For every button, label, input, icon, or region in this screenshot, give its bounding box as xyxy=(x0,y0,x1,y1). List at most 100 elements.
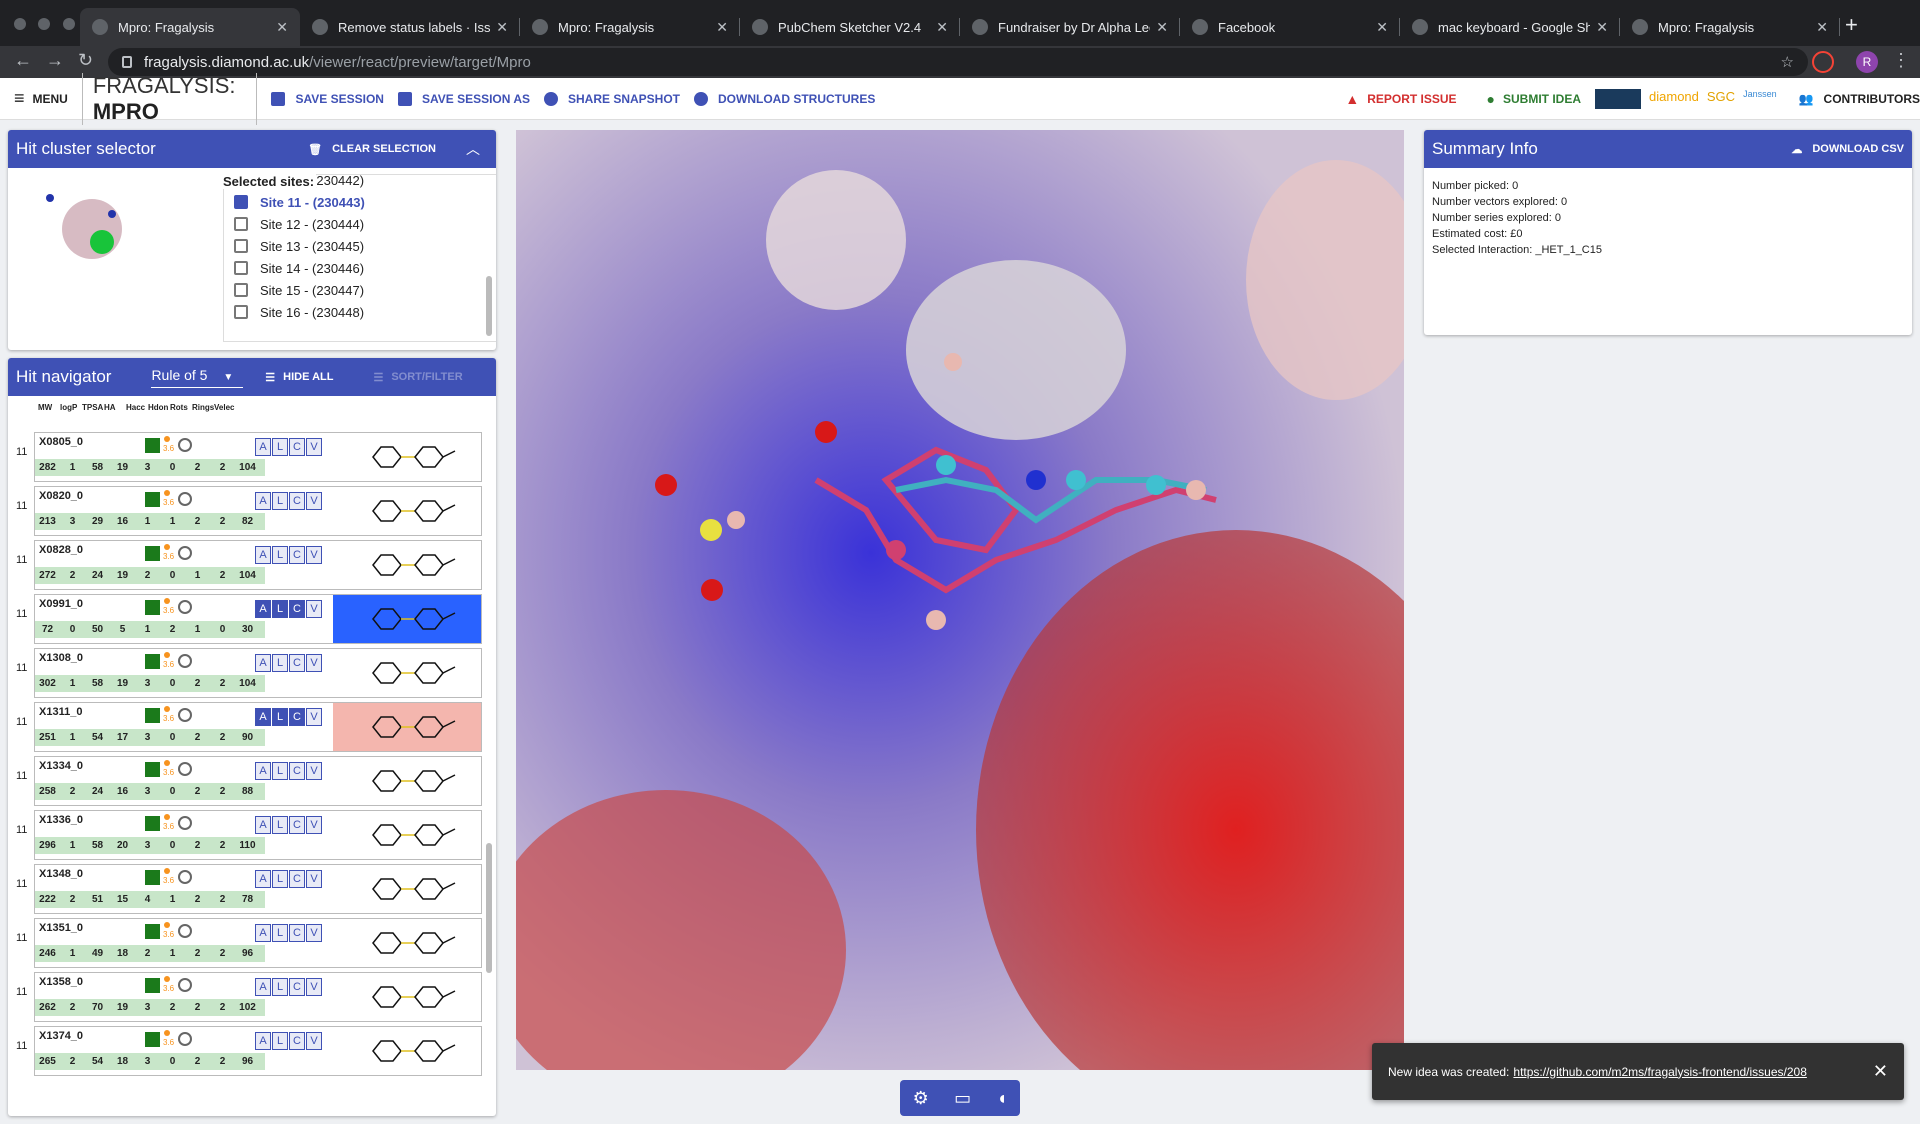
toggle-c-button[interactable]: C xyxy=(289,870,305,888)
molecule-image[interactable] xyxy=(333,703,481,751)
save-session-button[interactable]: SAVE SESSION xyxy=(271,91,384,106)
toggle-l-button[interactable]: L xyxy=(272,870,288,888)
target-icon[interactable] xyxy=(178,978,192,992)
hit-row[interactable]: 11 X1336_0 3.6 A L C V 296 1 58 20 3 0 2 2 110 xyxy=(8,810,488,862)
toggle-v-button[interactable]: V xyxy=(306,438,322,456)
molecule-image[interactable] xyxy=(333,595,481,643)
close-tab-icon[interactable]: ✕ xyxy=(1376,18,1388,35)
toggle-v-button[interactable]: V xyxy=(306,924,322,942)
toggle-l-button[interactable]: L xyxy=(272,762,288,780)
toggle-l-button[interactable]: L xyxy=(272,438,288,456)
toggle-c-button[interactable]: C xyxy=(289,438,305,456)
toggle-a-button[interactable]: A xyxy=(255,654,271,672)
hit-row[interactable]: 11 X0828_0 3.6 A L C V 272 2 24 19 2 0 1 2 104 xyxy=(8,540,488,592)
reload-icon[interactable]: ↻ xyxy=(78,50,94,70)
hit-card[interactable]: X1334_0 3.6 A L C V 258 2 24 16 3 0 2 2 88 xyxy=(34,756,482,806)
hit-card[interactable]: X1374_0 3.6 A L C V 265 2 54 18 3 0 2 2 96 xyxy=(34,1026,482,1076)
toggle-l-button[interactable]: L xyxy=(272,1032,288,1050)
hit-card[interactable]: X1348_0 3.6 A L C V 222 2 51 15 4 1 2 2 78 xyxy=(34,864,482,914)
molecule-image[interactable] xyxy=(333,757,481,805)
target-icon[interactable] xyxy=(178,546,192,560)
browser-tab[interactable]: PubChem Sketcher V2.4 ✕ xyxy=(740,8,960,46)
new-tab-button[interactable]: + xyxy=(1845,12,1858,37)
download-csv-button[interactable]: ☁ DOWNLOAD CSV xyxy=(1791,143,1904,156)
mouse-icon[interactable]: ◖ xyxy=(996,1087,1008,1108)
toggle-a-button[interactable]: A xyxy=(255,924,271,942)
site-item[interactable]: Site 16 - (230448) xyxy=(224,301,496,323)
close-tab-icon[interactable]: ✕ xyxy=(1156,18,1168,35)
target-icon[interactable] xyxy=(178,816,192,830)
site-list-scrollbar[interactable] xyxy=(486,276,492,336)
browser-tab[interactable]: mac keyboard - Google Shop ✕ xyxy=(1400,8,1620,46)
site-checkbox[interactable] xyxy=(234,305,248,319)
close-tab-icon[interactable]: ✕ xyxy=(1816,18,1828,35)
snackbar-link[interactable]: https://github.com/m2ms/fragalysis-front… xyxy=(1513,1064,1807,1079)
toggle-c-button[interactable]: C xyxy=(289,546,305,564)
hit-card[interactable]: X1358_0 3.6 A L C V 262 2 70 19 3 2 2 2 102 xyxy=(34,972,482,1022)
target-icon[interactable] xyxy=(178,600,192,614)
hit-card[interactable]: X1308_0 3.6 A L C V 302 1 58 19 3 0 2 2 104 xyxy=(34,648,482,698)
molecule-image[interactable] xyxy=(333,487,481,535)
toggle-v-button[interactable]: V xyxy=(306,654,322,672)
forward-icon[interactable]: → xyxy=(46,50,64,70)
menu-button[interactable]: ≡ MENU xyxy=(14,88,68,109)
toggle-c-button[interactable]: C xyxy=(289,816,305,834)
contributors-button[interactable]: 👥 CONTRIBUTORS xyxy=(1799,92,1920,106)
toggle-c-button[interactable]: C xyxy=(289,978,305,996)
toggle-l-button[interactable]: L xyxy=(272,546,288,564)
site-item[interactable]: Site 12 - (230444) xyxy=(224,213,496,235)
site-item[interactable]: Site 15 - (230447) xyxy=(224,279,496,301)
molecule-image[interactable] xyxy=(333,811,481,859)
target-icon[interactable] xyxy=(178,762,192,776)
molecule-image[interactable] xyxy=(333,1027,481,1075)
column-header[interactable]: Velec xyxy=(214,402,235,412)
toggle-l-button[interactable]: L xyxy=(272,654,288,672)
column-header[interactable]: Hdon xyxy=(148,402,169,412)
toggle-v-button[interactable]: V xyxy=(306,600,322,618)
toggle-a-button[interactable]: A xyxy=(255,600,271,618)
close-icon[interactable]: ✕ xyxy=(1872,1061,1888,1081)
toggle-v-button[interactable]: V xyxy=(306,762,322,780)
target-icon[interactable] xyxy=(178,654,192,668)
toggle-a-button[interactable]: A xyxy=(255,546,271,564)
download-structures-button[interactable]: DOWNLOAD STRUCTURES xyxy=(694,91,875,106)
sort-filter-button[interactable]: ☰ SORT/FILTER xyxy=(373,371,462,384)
toggle-c-button[interactable]: C xyxy=(289,1032,305,1050)
toggle-c-button[interactable]: C xyxy=(289,762,305,780)
toggle-c-button[interactable]: C xyxy=(289,924,305,942)
browser-tab[interactable]: Mpro: Fragalysis ✕ xyxy=(1620,8,1840,46)
toggle-a-button[interactable]: A xyxy=(255,492,271,510)
site-checkbox[interactable] xyxy=(234,217,248,231)
target-icon[interactable] xyxy=(178,1032,192,1046)
browser-menu-icon[interactable]: ⋮ xyxy=(1892,50,1910,70)
toggle-a-button[interactable]: A xyxy=(255,762,271,780)
hit-row[interactable]: 11 X1374_0 3.6 A L C V 265 2 54 18 3 0 2 2 96 xyxy=(8,1026,488,1078)
toggle-l-button[interactable]: L xyxy=(272,816,288,834)
target-icon[interactable] xyxy=(178,708,192,722)
star-icon[interactable]: ☆ xyxy=(1780,54,1794,71)
close-window-icon[interactable] xyxy=(14,18,26,30)
close-tab-icon[interactable]: ✕ xyxy=(716,18,728,35)
address-bar[interactable]: fragalysis.diamond.ac.uk /viewer/react/p… xyxy=(108,48,1808,76)
share-snapshot-button[interactable]: SHARE SNAPSHOT xyxy=(543,91,680,106)
molecule-image[interactable] xyxy=(333,973,481,1021)
molecule-viewer[interactable] xyxy=(516,130,1404,1070)
molecule-image[interactable] xyxy=(333,865,481,913)
toggle-v-button[interactable]: V xyxy=(306,492,322,510)
column-header[interactable]: Hacc xyxy=(126,402,146,412)
toggle-v-button[interactable]: V xyxy=(306,978,322,996)
minimize-window-icon[interactable] xyxy=(38,18,51,30)
site-item[interactable]: Site 14 - (230446) xyxy=(224,257,496,279)
molecule-image[interactable] xyxy=(333,649,481,697)
close-tab-icon[interactable]: ✕ xyxy=(936,18,948,35)
back-icon[interactable]: ← xyxy=(14,50,32,70)
toggle-a-button[interactable]: A xyxy=(255,1032,271,1050)
clear-selection-button[interactable]: 🗑 CLEAR SELECTION xyxy=(308,143,436,156)
close-tab-icon[interactable]: ✕ xyxy=(496,18,508,35)
hit-card[interactable]: X1336_0 3.6 A L C V 296 1 58 20 3 0 2 2 110 xyxy=(34,810,482,860)
column-header[interactable]: MW xyxy=(38,402,53,412)
site-checkbox[interactable] xyxy=(234,239,248,253)
settings-icon[interactable]: ⚙ xyxy=(912,1087,929,1108)
molecule-image[interactable] xyxy=(333,433,481,481)
hit-card[interactable]: X0828_0 3.6 A L C V 272 2 24 19 2 0 1 2 104 xyxy=(34,540,482,590)
